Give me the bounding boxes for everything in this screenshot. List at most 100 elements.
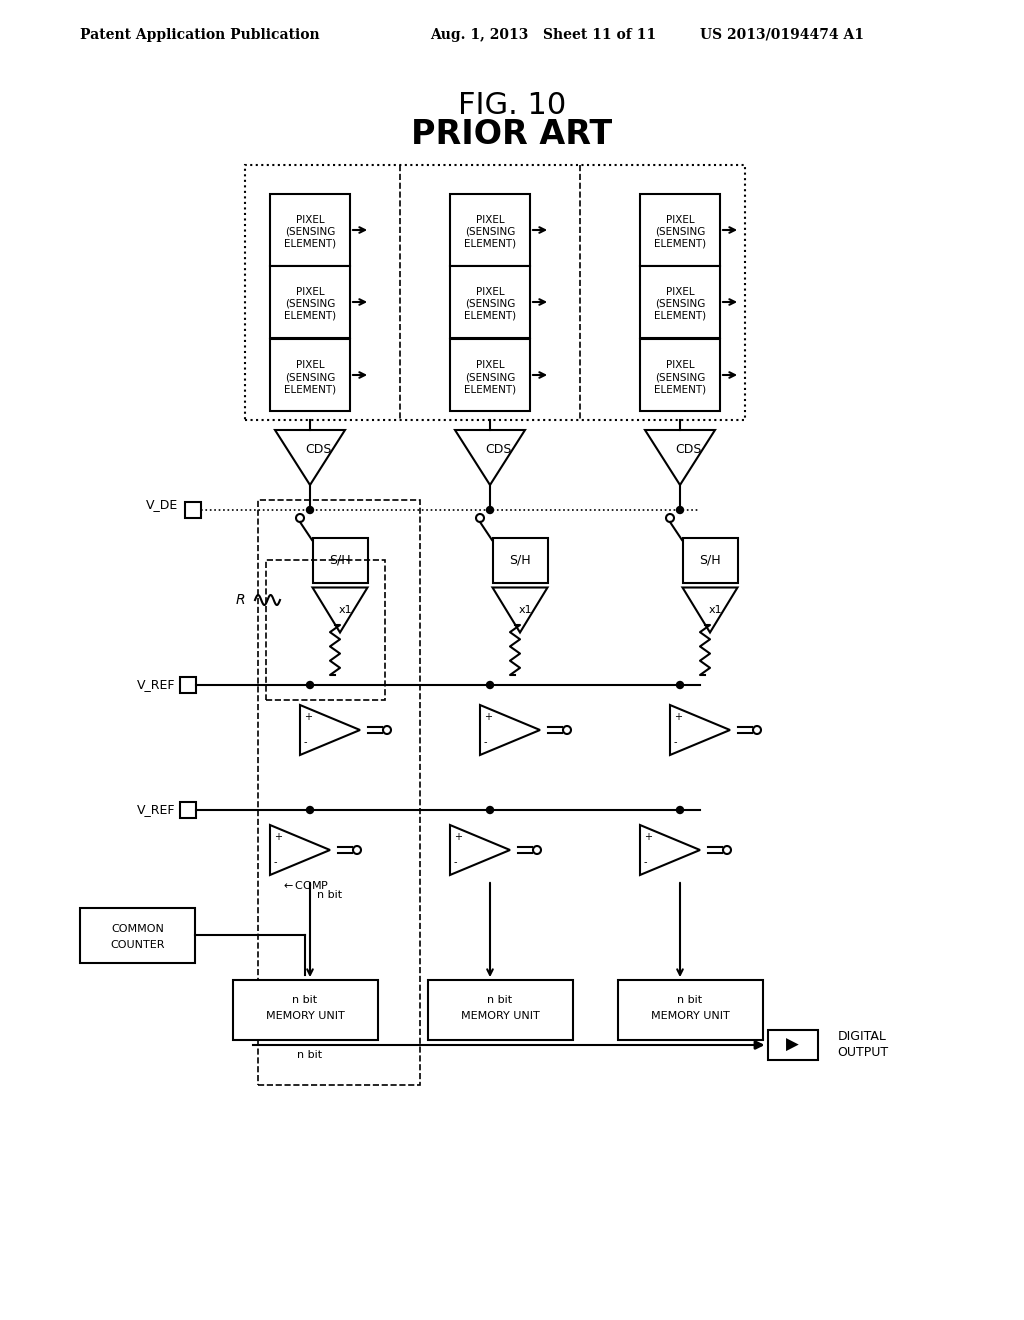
- Bar: [768, 1030, 817, 1060]
- Text: DIGITAL: DIGITAL: [838, 1031, 887, 1044]
- Text: (SENSING: (SENSING: [465, 372, 515, 381]
- Text: CDS: CDS: [305, 444, 331, 455]
- Text: +: +: [644, 833, 652, 842]
- Text: +: +: [274, 833, 282, 842]
- Text: PIXEL: PIXEL: [476, 360, 504, 370]
- Text: PIXEL: PIXEL: [296, 286, 325, 297]
- Circle shape: [306, 681, 313, 689]
- Text: +: +: [484, 713, 492, 722]
- Text: -: -: [484, 738, 487, 747]
- Bar: [270, 339, 350, 411]
- Text: V_REF: V_REF: [136, 678, 175, 692]
- Bar: [450, 339, 530, 411]
- Text: (SENSING: (SENSING: [285, 300, 335, 309]
- Text: -: -: [674, 738, 678, 747]
- Text: +: +: [304, 713, 312, 722]
- Circle shape: [486, 681, 494, 689]
- Text: ELEMENT): ELEMENT): [284, 384, 336, 393]
- Text: MEMORY UNIT: MEMORY UNIT: [461, 1011, 540, 1020]
- Text: (SENSING: (SENSING: [465, 227, 515, 238]
- Text: CDS: CDS: [675, 444, 701, 455]
- Text: ELEMENT): ELEMENT): [654, 312, 707, 321]
- Text: (SENSING: (SENSING: [465, 300, 515, 309]
- Text: PIXEL: PIXEL: [476, 215, 504, 224]
- Text: R: R: [236, 593, 245, 607]
- Text: ELEMENT): ELEMENT): [464, 239, 516, 249]
- Text: OUTPUT: OUTPUT: [838, 1047, 889, 1060]
- Bar: [80, 908, 195, 962]
- Bar: [640, 267, 720, 338]
- Text: -: -: [454, 858, 458, 867]
- Text: $\leftarrow$COMP: $\leftarrow$COMP: [281, 879, 329, 891]
- Text: ELEMENT): ELEMENT): [464, 312, 516, 321]
- Text: ELEMENT): ELEMENT): [284, 312, 336, 321]
- Circle shape: [486, 807, 494, 813]
- Bar: [258, 500, 420, 1085]
- Bar: [312, 537, 368, 582]
- Circle shape: [486, 507, 494, 513]
- Bar: [270, 267, 350, 338]
- Text: n bit: n bit: [678, 995, 702, 1005]
- Bar: [266, 560, 385, 700]
- Text: n bit: n bit: [293, 995, 317, 1005]
- Text: n bit: n bit: [487, 995, 513, 1005]
- Text: V_DE: V_DE: [145, 499, 178, 511]
- Bar: [617, 979, 763, 1040]
- Bar: [640, 194, 720, 267]
- Bar: [427, 979, 572, 1040]
- Text: ELEMENT): ELEMENT): [654, 384, 707, 393]
- Text: n bit: n bit: [317, 890, 343, 900]
- Text: Patent Application Publication: Patent Application Publication: [80, 28, 319, 42]
- Text: x1: x1: [338, 605, 352, 615]
- Text: ▶: ▶: [786, 1036, 799, 1053]
- Text: S/H: S/H: [329, 553, 351, 566]
- Bar: [180, 677, 196, 693]
- Text: MEMORY UNIT: MEMORY UNIT: [650, 1011, 729, 1020]
- Circle shape: [677, 507, 683, 513]
- Text: S/H: S/H: [509, 553, 530, 566]
- Text: PIXEL: PIXEL: [296, 215, 325, 224]
- Text: x1: x1: [709, 605, 722, 615]
- Text: PIXEL: PIXEL: [666, 360, 694, 370]
- Text: +: +: [454, 833, 462, 842]
- Text: PIXEL: PIXEL: [476, 286, 504, 297]
- Text: PIXEL: PIXEL: [666, 215, 694, 224]
- Bar: [185, 502, 201, 517]
- Text: CDS: CDS: [484, 444, 511, 455]
- Text: MEMORY UNIT: MEMORY UNIT: [265, 1011, 344, 1020]
- Circle shape: [677, 681, 683, 689]
- Circle shape: [306, 507, 313, 513]
- Text: -: -: [304, 738, 307, 747]
- Bar: [450, 194, 530, 267]
- Bar: [450, 267, 530, 338]
- Text: ELEMENT): ELEMENT): [284, 239, 336, 249]
- Text: COUNTER: COUNTER: [111, 940, 165, 950]
- Text: S/H: S/H: [699, 553, 721, 566]
- Text: PRIOR ART: PRIOR ART: [412, 119, 612, 152]
- Text: PIXEL: PIXEL: [666, 286, 694, 297]
- Text: Aug. 1, 2013   Sheet 11 of 11: Aug. 1, 2013 Sheet 11 of 11: [430, 28, 656, 42]
- Text: -: -: [274, 858, 278, 867]
- Bar: [270, 194, 350, 267]
- Text: (SENSING: (SENSING: [285, 372, 335, 381]
- Text: (SENSING: (SENSING: [654, 300, 706, 309]
- Circle shape: [306, 807, 313, 813]
- Text: n bit: n bit: [297, 1049, 323, 1060]
- Text: V_REF: V_REF: [136, 804, 175, 817]
- Bar: [245, 165, 745, 420]
- Text: (SENSING: (SENSING: [285, 227, 335, 238]
- Bar: [640, 339, 720, 411]
- Text: ELEMENT): ELEMENT): [654, 239, 707, 249]
- Text: (SENSING: (SENSING: [654, 227, 706, 238]
- Text: FIG. 10: FIG. 10: [458, 91, 566, 120]
- Text: ELEMENT): ELEMENT): [464, 384, 516, 393]
- Text: -: -: [644, 858, 647, 867]
- Bar: [683, 537, 737, 582]
- Text: x1: x1: [518, 605, 531, 615]
- Text: PIXEL: PIXEL: [296, 360, 325, 370]
- Bar: [180, 803, 196, 818]
- Text: +: +: [674, 713, 682, 722]
- Text: COMMON: COMMON: [111, 924, 164, 935]
- Bar: [232, 979, 378, 1040]
- Bar: [493, 537, 548, 582]
